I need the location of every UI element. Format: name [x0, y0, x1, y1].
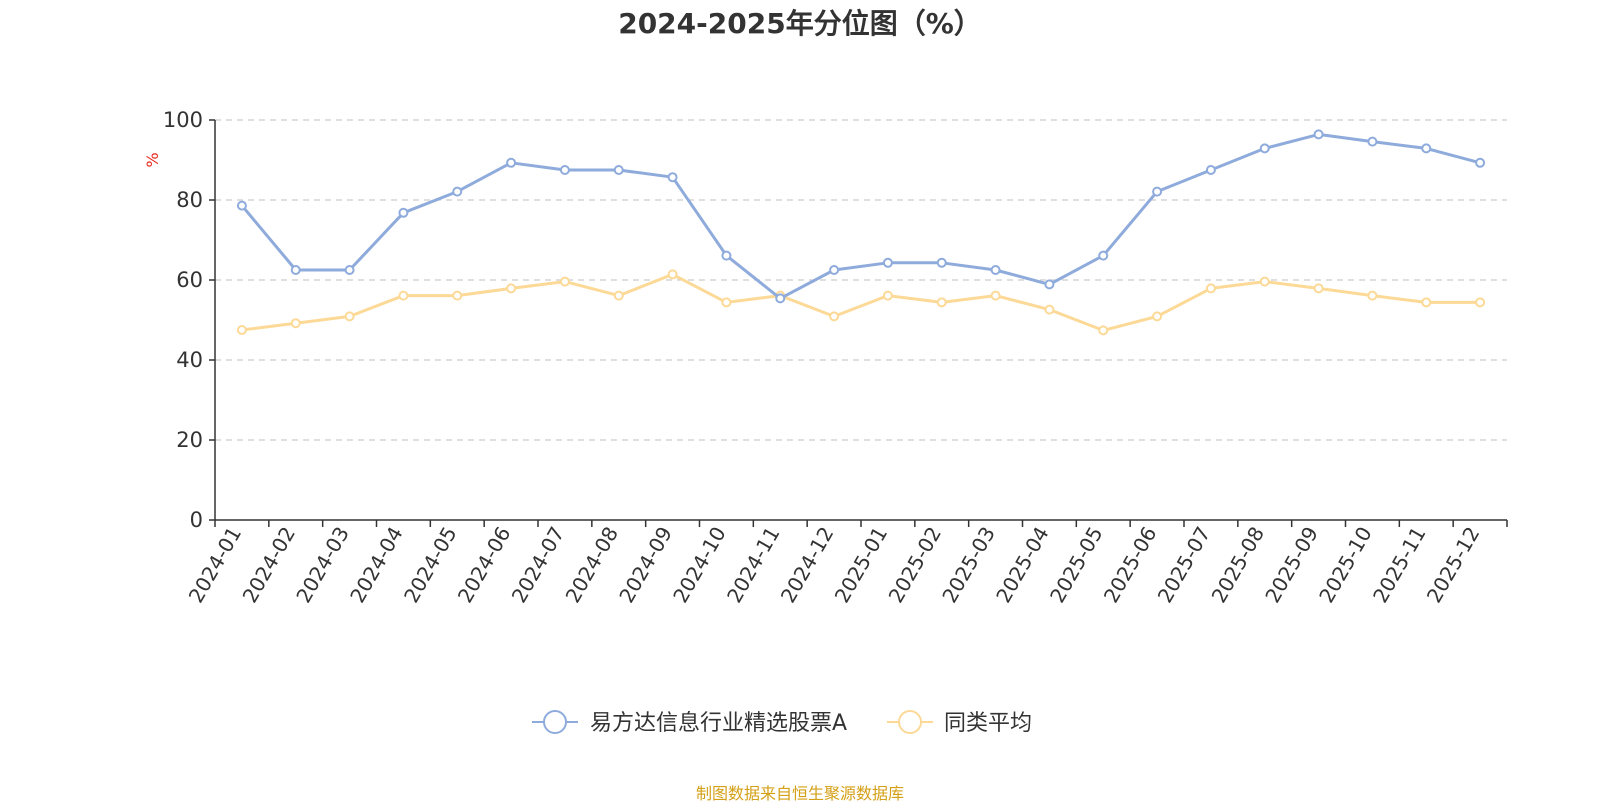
y-tick-label: 60	[176, 268, 203, 292]
axes: 020406080100%2024-012024-022024-032024-0…	[143, 108, 1508, 607]
data-point	[667, 172, 678, 183]
legend-label: 同类平均	[944, 711, 1032, 736]
data-point	[1259, 276, 1270, 287]
series-lines	[236, 129, 1486, 336]
data-point	[1259, 143, 1270, 154]
chart-title: 2024-2025年分位图（%）	[618, 7, 982, 40]
source-note: 制图数据来自恒生聚源数据库	[695, 784, 904, 803]
data-point	[1367, 136, 1378, 147]
data-point	[506, 283, 517, 294]
data-point	[1098, 250, 1109, 261]
legend-marker	[543, 710, 567, 734]
data-point	[1421, 143, 1432, 154]
data-point	[775, 293, 786, 304]
legend-marker	[898, 710, 922, 734]
y-axis-unit: %	[143, 152, 162, 167]
data-point	[829, 311, 840, 322]
data-point	[1475, 297, 1486, 308]
y-tick-label: 0	[190, 508, 203, 532]
data-point	[613, 290, 624, 301]
data-point	[506, 157, 517, 168]
y-tick-label: 80	[176, 188, 203, 212]
data-point	[721, 250, 732, 261]
data-point	[1152, 186, 1163, 197]
data-point	[398, 207, 409, 218]
data-point	[667, 269, 678, 280]
data-point	[613, 165, 624, 175]
series-line-1	[240, 132, 1481, 300]
data-point	[1044, 279, 1055, 290]
data-point	[1421, 297, 1432, 308]
data-point	[1152, 311, 1163, 322]
data-point	[1098, 325, 1109, 336]
data-point	[1475, 157, 1486, 168]
data-point	[236, 200, 247, 211]
data-point	[829, 265, 840, 275]
legend: 易方达信息行业精选股票A 同类平均	[532, 710, 1032, 736]
legend-item-2: 同类平均	[887, 710, 1032, 736]
data-point	[290, 265, 301, 275]
y-tick-label: 20	[176, 428, 203, 452]
data-point	[1367, 290, 1378, 301]
data-point	[398, 290, 409, 301]
series-line-2	[241, 272, 1481, 332]
data-point	[882, 290, 893, 301]
data-point	[882, 257, 893, 268]
legend-item-1: 易方达信息行业精选股票A	[532, 710, 847, 736]
data-point	[1205, 165, 1216, 175]
data-point	[559, 276, 570, 287]
data-point	[1205, 283, 1216, 294]
data-point	[936, 297, 947, 308]
data-point	[990, 290, 1001, 301]
grid-lines	[215, 119, 1507, 441]
data-point	[344, 265, 355, 275]
legend-label: 易方达信息行业精选股票A	[590, 711, 847, 736]
data-point	[936, 257, 947, 268]
data-point	[290, 318, 301, 329]
data-point	[1044, 304, 1055, 315]
data-point	[452, 290, 463, 301]
data-point	[236, 325, 247, 335]
data-point	[721, 297, 732, 308]
y-tick-label: 100	[163, 108, 203, 132]
y-tick-label: 40	[176, 348, 203, 372]
data-point	[1313, 129, 1324, 140]
data-point	[452, 186, 463, 197]
data-point	[1313, 283, 1324, 294]
data-point	[344, 311, 355, 322]
x-tick-label: 2025-12	[1422, 523, 1485, 607]
data-point	[990, 265, 1001, 275]
data-point	[559, 165, 570, 175]
